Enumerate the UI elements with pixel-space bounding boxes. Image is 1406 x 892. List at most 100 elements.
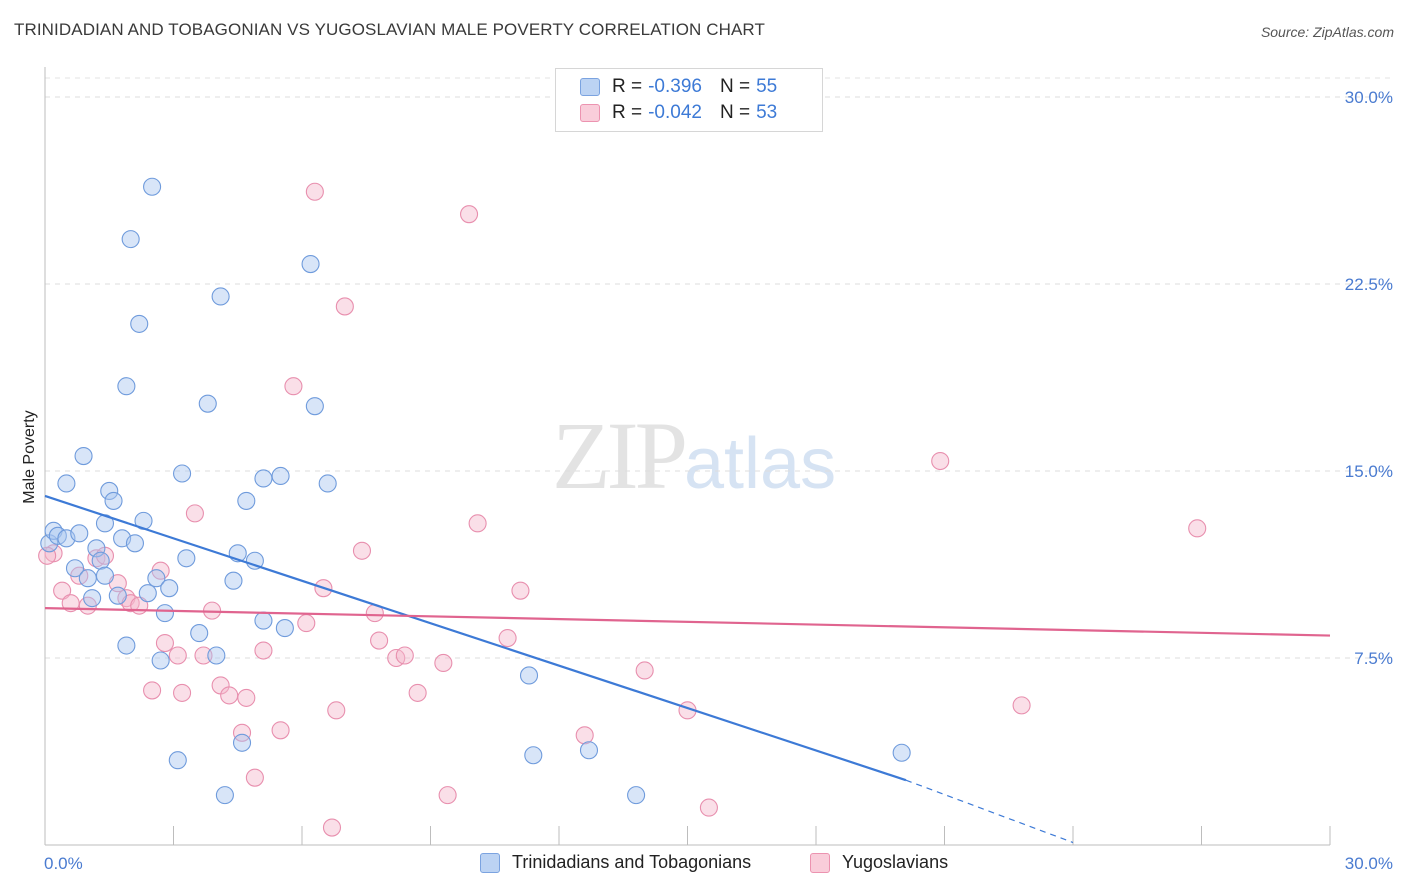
point-trinidadians	[305, 397, 324, 416]
point-yugoslavians	[168, 646, 187, 665]
stats-legend: R = -0.396 N = 55 R = -0.042 N = 53	[555, 68, 823, 132]
point-trinidadians	[177, 549, 196, 568]
y-tick-label: 22.5%	[1345, 275, 1393, 294]
legend-item-trinidadians[interactable]: Trinidadians and Tobagonians	[480, 852, 751, 873]
y-axis-label: Male Poverty	[21, 410, 38, 503]
watermark-zip: ZIP	[552, 402, 688, 509]
y-tick-label: 30.0%	[1345, 88, 1393, 107]
point-yugoslavians	[408, 683, 427, 702]
trend-line-yugoslavians	[44, 607, 1331, 637]
point-trinidadians	[892, 743, 911, 762]
point-yugoslavians	[635, 661, 654, 680]
point-yugoslavians	[284, 377, 303, 396]
tick-labels: 7.5% 15.0% 22.5% 30.0% 0.0% 30.0%	[44, 88, 1393, 873]
point-trinidadians	[121, 230, 140, 249]
point-yugoslavians	[352, 541, 372, 560]
trend-line-trinidadians-extension	[905, 779, 1074, 844]
grid-lines	[45, 77, 1395, 659]
point-yugoslavians	[245, 768, 264, 787]
point-trinidadians	[70, 524, 89, 543]
y-tick-label: 15.0%	[1345, 462, 1393, 481]
point-yugoslavians	[322, 818, 342, 837]
point-yugoslavians	[468, 514, 487, 533]
point-yugoslavians	[699, 798, 718, 817]
point-trinidadians	[117, 377, 136, 396]
x-tick-label: 30.0%	[1345, 854, 1393, 873]
point-trinidadians	[271, 466, 290, 486]
point-yugoslavians	[173, 683, 192, 702]
point-trinidadians	[130, 314, 149, 333]
legend-n-value: 53	[756, 102, 778, 123]
point-trinidadians	[57, 474, 76, 493]
axes	[44, 67, 1331, 846]
point-trinidadians	[301, 255, 320, 274]
point-yugoslavians	[305, 182, 324, 201]
legend-r-label: R =	[612, 102, 643, 123]
point-trinidadians	[237, 491, 256, 510]
point-trinidadians	[318, 474, 337, 493]
legend-swatch-blue	[580, 78, 600, 96]
point-yugoslavians	[1188, 519, 1207, 538]
legend-r-value: -0.396	[648, 76, 702, 97]
point-trinidadians	[78, 569, 97, 588]
point-yugoslavians	[185, 504, 204, 523]
point-yugoslavians	[459, 205, 479, 224]
point-yugoslavians	[327, 701, 346, 720]
trend-lines	[44, 494, 1331, 844]
point-trinidadians	[198, 394, 217, 413]
point-yugoslavians	[931, 451, 950, 471]
legend-swatch-trinidadians	[480, 852, 500, 873]
point-trinidadians	[245, 551, 264, 570]
legend-row-pink: R = -0.042 N = 53	[580, 101, 777, 125]
point-yugoslavians	[370, 631, 389, 650]
point-trinidadians	[524, 746, 543, 765]
point-yugoslavians	[438, 786, 457, 805]
legend-r-value: -0.042	[648, 102, 702, 123]
point-trinidadians	[173, 464, 192, 483]
point-trinidadians	[215, 786, 234, 805]
series-trinidadians	[40, 177, 911, 805]
series-yugoslavians	[38, 182, 1207, 837]
point-yugoslavians	[511, 581, 530, 600]
trend-line-trinidadians	[44, 494, 907, 782]
point-yugoslavians	[575, 726, 594, 745]
point-trinidadians	[207, 646, 226, 665]
point-trinidadians	[190, 624, 209, 643]
point-trinidadians	[143, 177, 162, 196]
point-trinidadians	[627, 786, 646, 805]
point-trinidadians	[232, 733, 252, 752]
point-yugoslavians	[297, 614, 316, 633]
y-tick-label: 7.5%	[1354, 649, 1393, 668]
point-trinidadians	[117, 636, 136, 655]
legend-label-trinidadians: Trinidadians and Tobagonians	[512, 852, 752, 872]
point-trinidadians	[168, 751, 187, 770]
point-trinidadians	[138, 584, 157, 603]
point-yugoslavians	[335, 297, 354, 316]
point-trinidadians	[91, 551, 110, 570]
point-yugoslavians	[143, 681, 162, 700]
chart-title: TRINIDADIAN AND TOBAGONIAN VS YUGOSLAVIA…	[14, 20, 765, 39]
point-trinidadians	[74, 446, 93, 466]
point-trinidadians	[160, 579, 179, 598]
point-trinidadians	[211, 287, 230, 306]
point-trinidadians	[579, 741, 599, 760]
point-trinidadians	[151, 651, 170, 670]
x-tick-label: 0.0%	[44, 854, 83, 873]
legend-item-yugoslavians[interactable]: Yugoslavians	[810, 852, 948, 873]
point-yugoslavians	[498, 629, 517, 648]
point-trinidadians	[125, 534, 144, 553]
point-trinidadians	[83, 589, 102, 608]
legend-swatch-yugoslavians	[810, 852, 830, 873]
point-trinidadians	[254, 611, 273, 630]
point-yugoslavians	[237, 688, 256, 707]
point-trinidadians	[104, 491, 123, 510]
legend-row-blue: R = -0.396 N = 55	[580, 75, 777, 99]
point-trinidadians	[108, 586, 127, 605]
point-yugoslavians	[53, 581, 72, 600]
point-yugoslavians	[232, 723, 252, 742]
point-trinidadians	[254, 469, 273, 488]
legend-n-value: 55	[756, 76, 778, 97]
point-trinidadians	[519, 666, 539, 685]
point-trinidadians	[65, 559, 85, 578]
watermark-atlas: atlas	[684, 424, 837, 504]
